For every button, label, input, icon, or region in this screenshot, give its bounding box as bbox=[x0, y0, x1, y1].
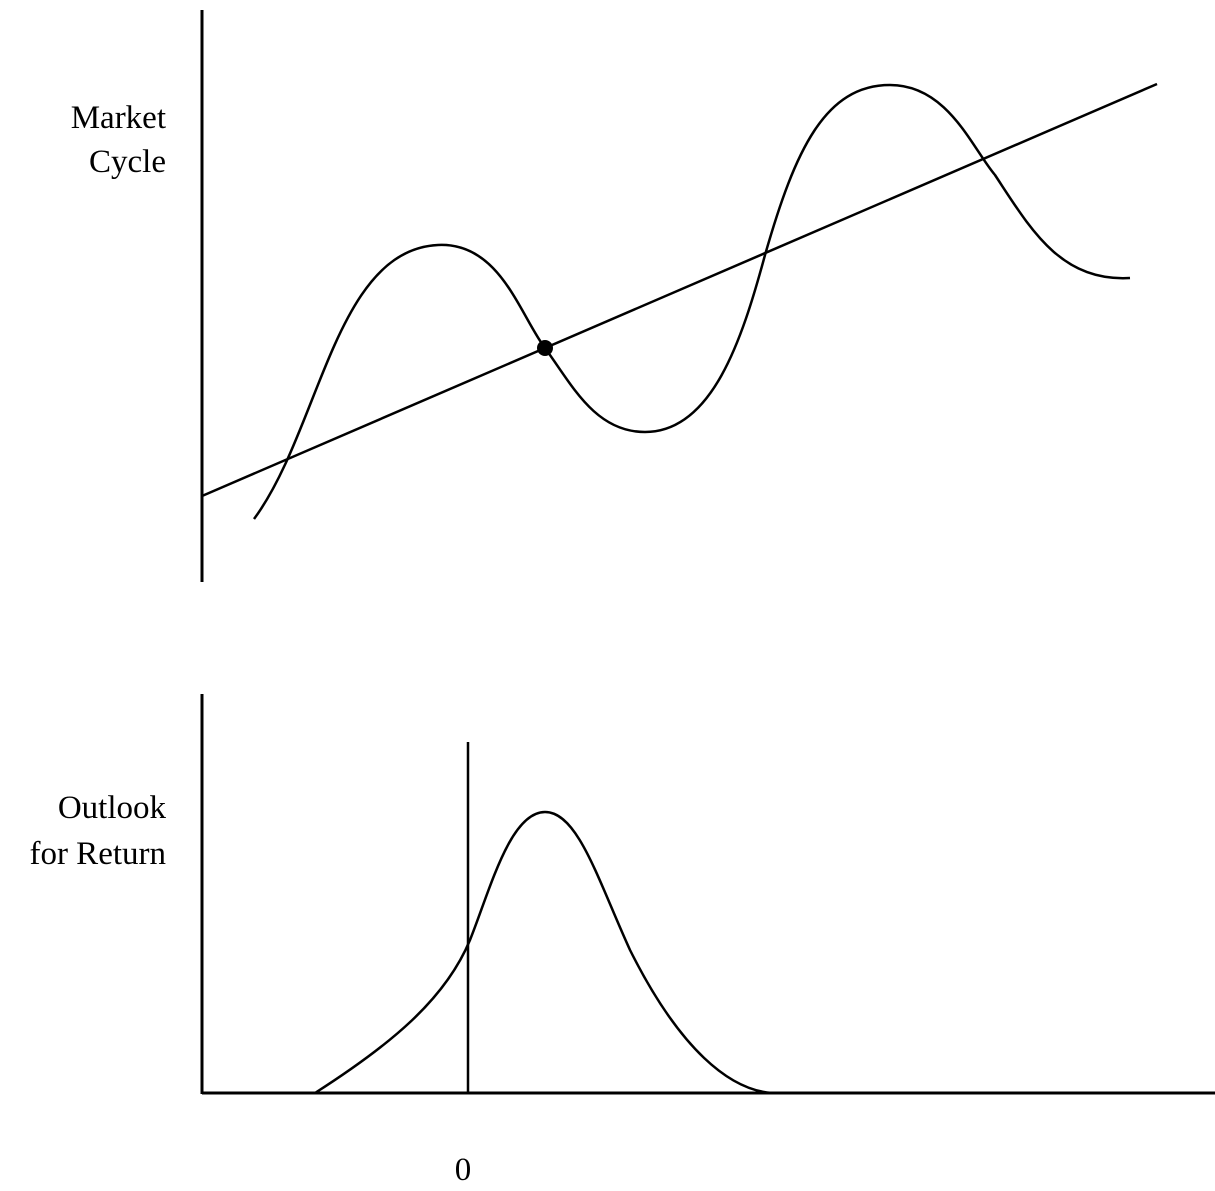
market-cycle-panel: Market Cycle bbox=[71, 10, 1158, 582]
outlook-panel: Outlook for Return 0 bbox=[29, 694, 1215, 1188]
market-cycle-label-line-1: Market bbox=[71, 100, 166, 136]
equilibrium-point bbox=[537, 340, 553, 356]
x-tick-zero: 0 bbox=[455, 1152, 472, 1188]
market-cycle-wave bbox=[252, 83, 1131, 520]
market-cycle-label-line-2: Cycle bbox=[89, 144, 166, 180]
return-distribution-curve bbox=[314, 810, 773, 1095]
outlook-label-line-2: for Return bbox=[29, 836, 166, 872]
outlook-label-line-1: Outlook bbox=[58, 790, 167, 826]
market-trend-line bbox=[201, 82, 1158, 498]
